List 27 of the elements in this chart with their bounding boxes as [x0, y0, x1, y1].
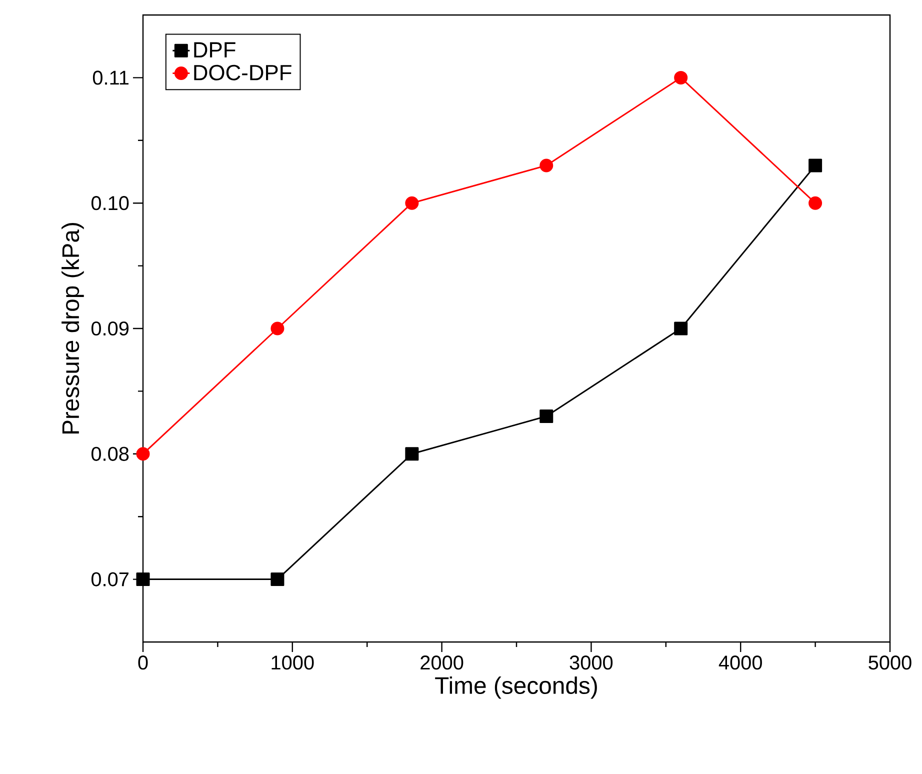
point — [136, 572, 150, 586]
x-tick-label: 0 — [138, 656, 148, 670]
y-axis-title: Pressure drop (kPa) — [62, 223, 84, 434]
x-tick-label: 4000 — [718, 656, 762, 670]
point — [405, 447, 419, 461]
point — [808, 196, 822, 210]
x-tick-label: 3000 — [570, 656, 613, 670]
y-tick-label: 0.08 — [91, 446, 129, 461]
point — [270, 322, 284, 336]
point — [270, 572, 284, 586]
point — [540, 410, 554, 424]
y-tick-label: 0.11 — [92, 70, 129, 85]
y-tick-label: 0.07 — [91, 572, 128, 586]
y-tick-label: 0.10 — [91, 196, 129, 210]
point — [674, 70, 688, 84]
legend-label: DOC-DPF — [194, 64, 292, 80]
x-axis-title: Time (seconds) — [435, 676, 597, 699]
point — [136, 447, 150, 461]
x-tick-label: 5000 — [868, 656, 912, 670]
point — [674, 322, 688, 336]
point — [405, 196, 419, 210]
legend-label: DPF — [194, 42, 236, 58]
x-tick-label: 2000 — [420, 656, 464, 670]
x-tick-label: 1000 — [272, 656, 314, 670]
point — [808, 158, 822, 172]
point — [540, 158, 554, 172]
y-tick-label: 0.09 — [91, 321, 129, 336]
